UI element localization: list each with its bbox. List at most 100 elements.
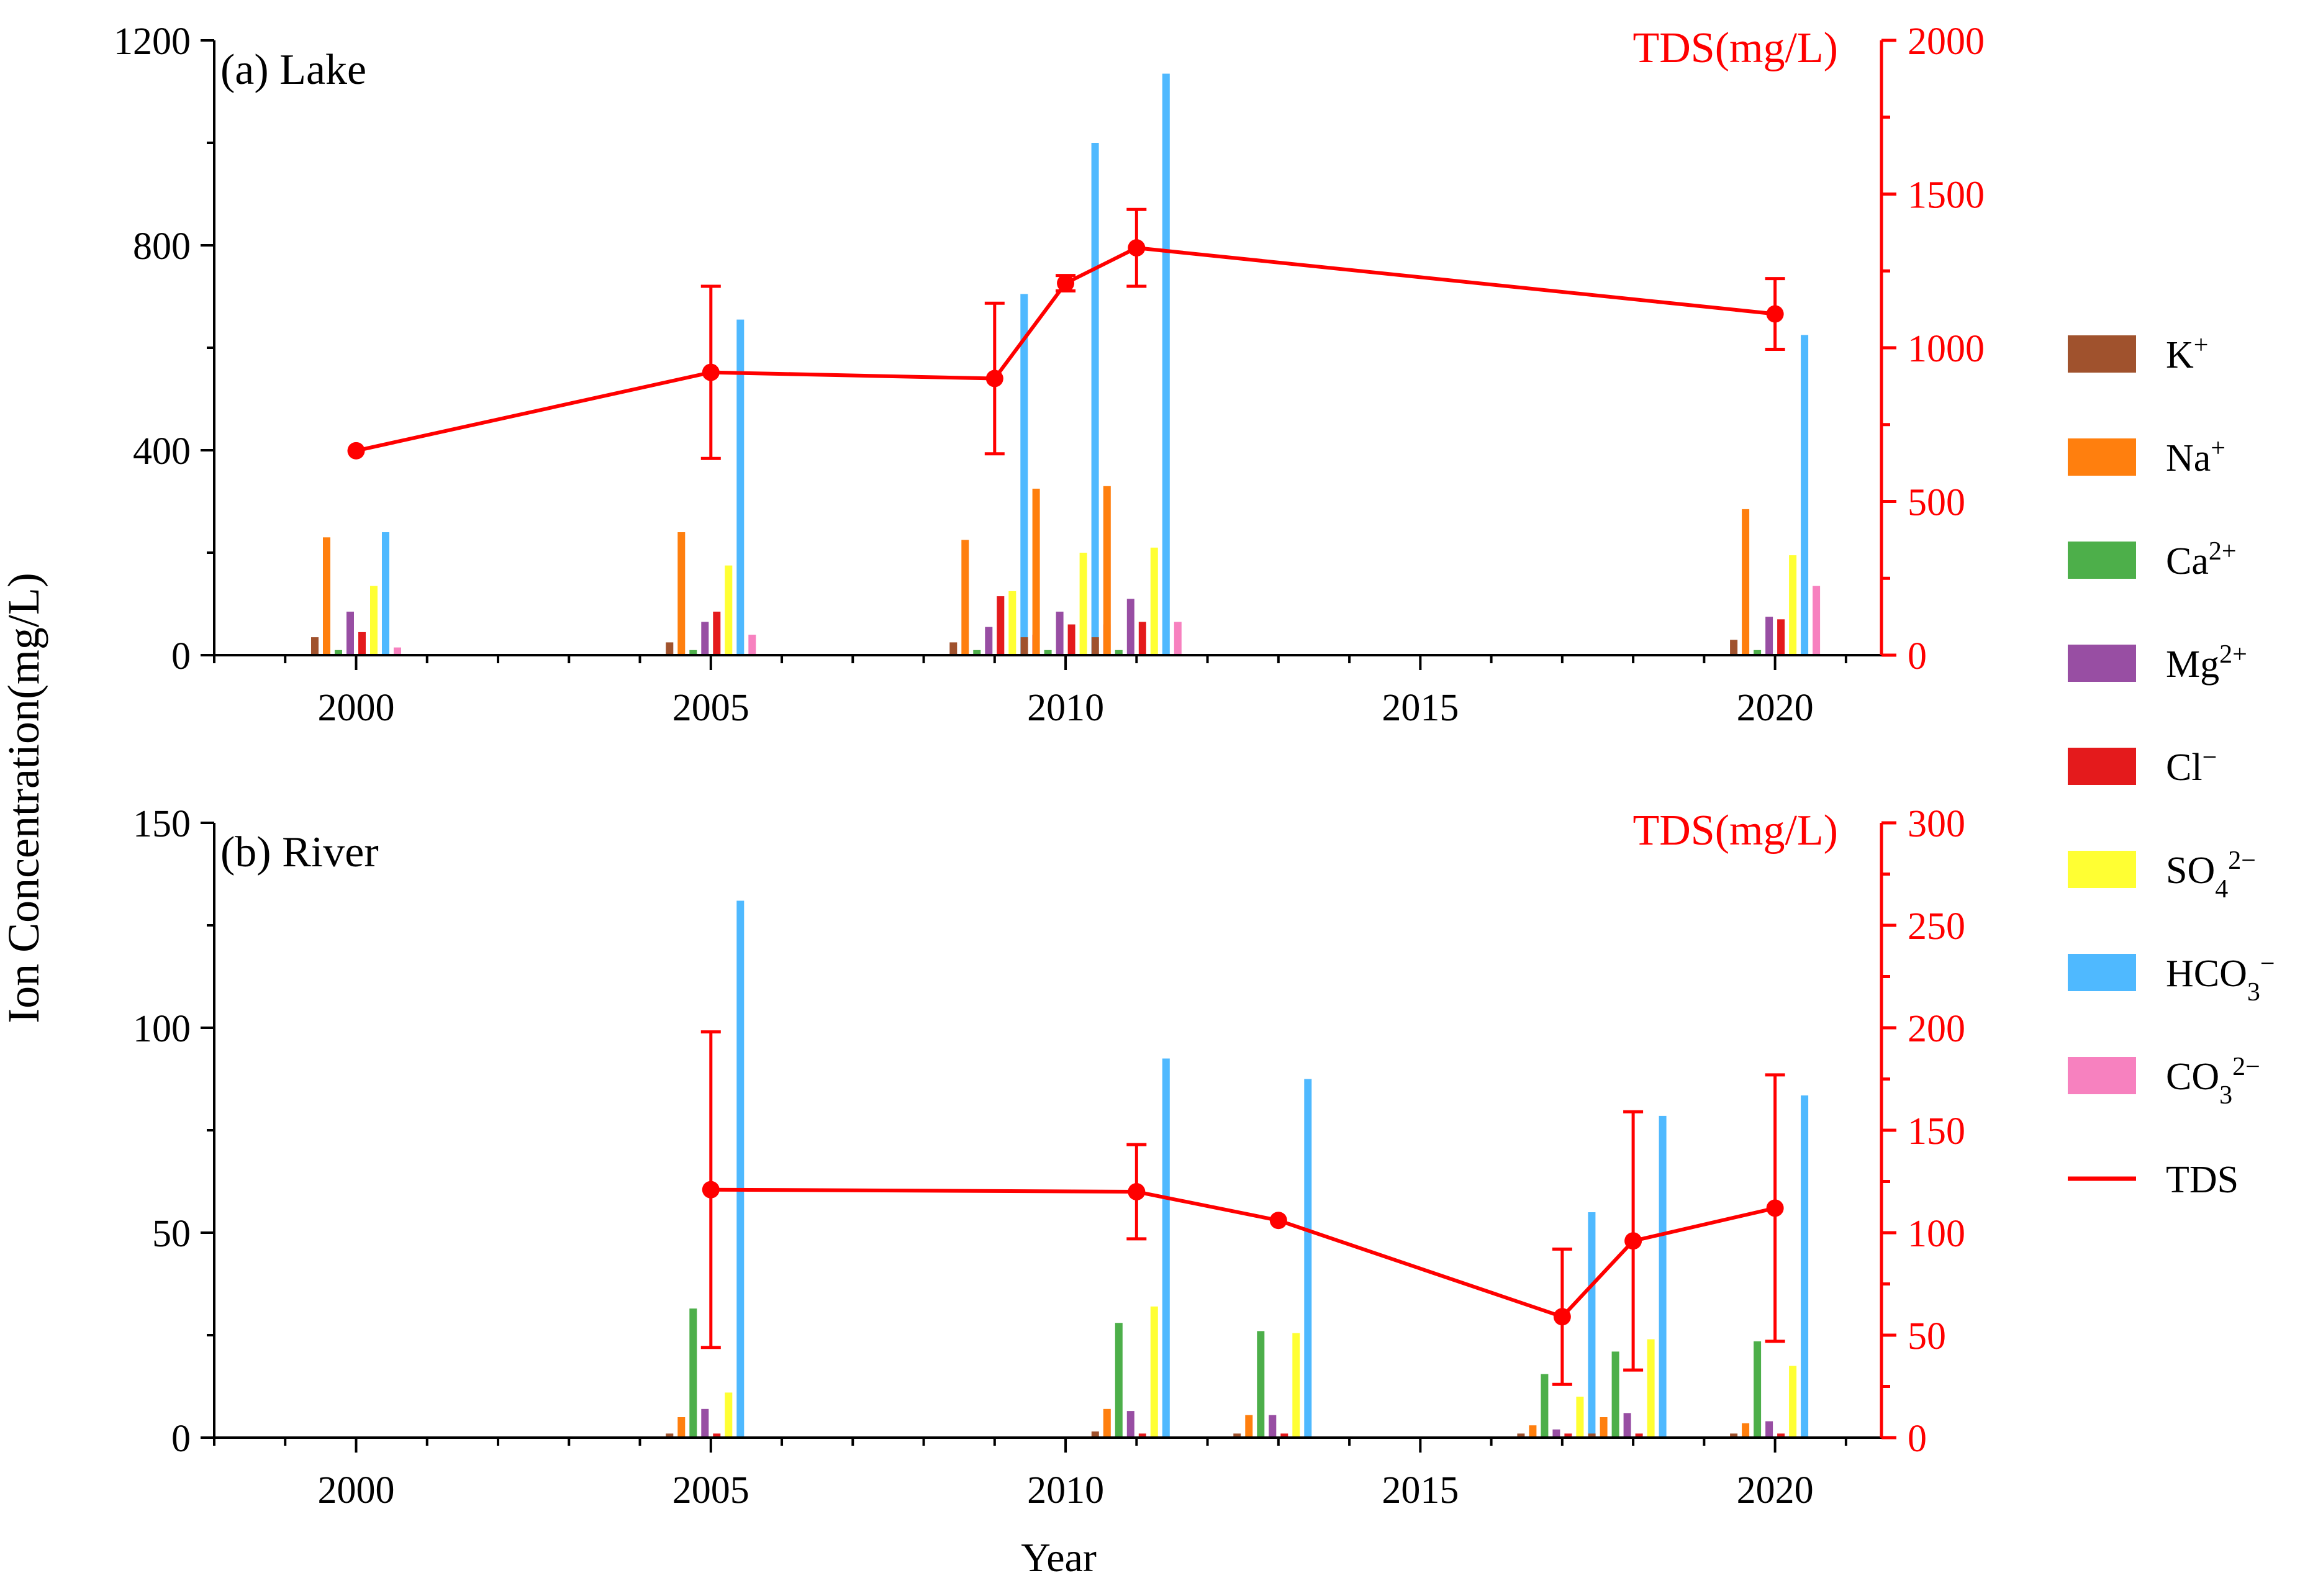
x-axis-label: Year [1021,1535,1097,1580]
bar-Na-2018 [1600,1417,1608,1438]
bar-SO4-2005 [725,1392,733,1438]
bar-HCO3-2005 [736,900,745,1438]
legend-swatch [2068,1057,2136,1094]
right-axis: 0 500 1000 1500 2000 [1880,20,1985,678]
legend-label: Na+ [2166,434,2225,479]
legend-label-base: K [2166,334,2194,376]
bar-Na-2011 [1103,486,1111,656]
legend-item-Na: Na+ [2068,434,2225,479]
bar-Cl-2011 [1138,622,1146,655]
x-tick-label: 2000 [318,687,395,729]
bar-Na-2005 [677,532,686,655]
legend-label-base: Mg [2166,643,2219,686]
bar-Ca-2010 [1044,650,1052,656]
bar-Ca-2013 [1257,1331,1265,1438]
y-tick-label: 800 [133,225,191,268]
left-axis: 0 50 100 150 [133,803,215,1460]
bar-K-2005 [666,642,674,655]
y-tick-label: 400 [133,430,191,473]
legend-label-sup: 2+ [2219,640,2247,669]
legend-label-sup: 2+ [2209,537,2237,566]
bar-Na-2005 [677,1417,686,1438]
legend-item-HCO3: HCO3− [2068,950,2275,1007]
bar-K-2018 [1588,1433,1596,1438]
bar-SO4-2011 [1150,547,1158,656]
bar-K-2011 [1091,1431,1099,1438]
legend-label: TDS [2166,1159,2239,1201]
bar-Na-2013 [1245,1415,1253,1438]
tds-axis-title: TDS(mg/L) [1632,807,1838,855]
y2-tick-label: 250 [1908,905,1965,948]
y2-tick-label: 500 [1908,482,1965,524]
bottom-axis: 2000 2005 2010 2015 2020 [213,1436,1881,1512]
bar-Mg-2009 [985,627,993,655]
bar-Mg-2013 [1269,1415,1277,1438]
bar-Na-2000 [323,537,330,656]
tds-point [1553,1308,1571,1326]
legend-label-base: CO [2166,1056,2219,1098]
bar-Cl-2009 [997,596,1005,655]
x-tick-label: 2005 [672,687,749,729]
bar-Cl-2005 [713,611,721,655]
bar-Cl-2020 [1777,619,1785,656]
panel-label: (b) River [220,828,379,876]
legend-label: HCO3− [2166,950,2275,1007]
bar-Ca-2011 [1115,650,1123,656]
bar-Cl-2005 [713,1433,721,1438]
tds-point [347,442,365,460]
legend-label: Cl− [2166,743,2217,789]
bar-Ca-2005 [689,1308,697,1438]
bar-Mg-2020 [1765,1421,1773,1438]
bar-Ca-2017 [1541,1374,1549,1438]
y-tick-label: 150 [133,803,191,845]
bar-K-2009 [949,642,958,655]
bar-Na-2010 [1032,488,1040,655]
bar-Ca-2020 [1754,650,1762,656]
y-axis-label: Ion Concentration(mg/L) [0,573,48,1023]
bar-Ca-2020 [1754,1341,1762,1438]
bar-Cl-2017 [1564,1433,1572,1438]
bar-Cl-2011 [1138,1433,1146,1438]
panel-1: 0 50 100 150 2000 2005 2010 2015 2020 0 50 100 150 20… [133,803,1965,1512]
y2-tick-label: 0 [1908,1418,1927,1460]
y2-tick-label: 1000 [1908,328,1985,370]
legend-label-sup: − [2203,743,2217,772]
bottom-axis: 2000 2005 2010 2015 2020 [213,654,1881,729]
bar-HCO3-2020 [1801,1095,1809,1438]
bar-SO4-2013 [1292,1333,1300,1438]
bar-SO4-2009 [1008,591,1016,655]
bar-K-2010 [1020,637,1028,655]
legend-label-sub: 4 [2215,875,2228,904]
legend-item-CO3: CO32− [2068,1053,2260,1110]
y2-tick-label: 300 [1908,803,1965,845]
bar-Na-2020 [1742,509,1750,655]
bar-K-2020 [1730,1433,1738,1438]
bar-Mg-2011 [1126,1411,1134,1438]
tds-point [1128,1183,1146,1200]
bar-CO3-2020 [1813,586,1821,655]
bar-SO4-2020 [1789,555,1797,655]
tds-axis-title: TDS(mg/L) [1632,24,1838,72]
panel-label: (a) Lake [220,46,366,94]
bar-HCO3-2013 [1304,1079,1312,1438]
legend-label-sup: − [2260,950,2275,978]
bar-K-2011 [1091,637,1099,655]
legend-swatch [2068,851,2136,888]
tds-point [1766,305,1784,323]
bar-HCO3-2018 [1659,1115,1667,1438]
y2-tick-label: 1500 [1908,175,1985,217]
tds-point [702,1181,720,1199]
tds-point [1624,1232,1642,1250]
bar-Cl-2013 [1280,1433,1288,1438]
bar-HCO3-2000 [382,532,389,655]
legend-label-sup: 2− [2228,846,2256,875]
bar-SO4-2017 [1576,1397,1584,1438]
bar-Ca-2011 [1115,1323,1123,1438]
bar-Ca-2000 [335,650,342,656]
bar-SO4-2020 [1789,1366,1797,1438]
bar-K-2013 [1233,1433,1241,1438]
legend-label-base: Ca [2166,540,2209,583]
bar-SO4-2005 [725,565,733,655]
legend-item-Ca: Ca2+ [2068,537,2237,583]
bar-Ca-2009 [973,650,981,656]
